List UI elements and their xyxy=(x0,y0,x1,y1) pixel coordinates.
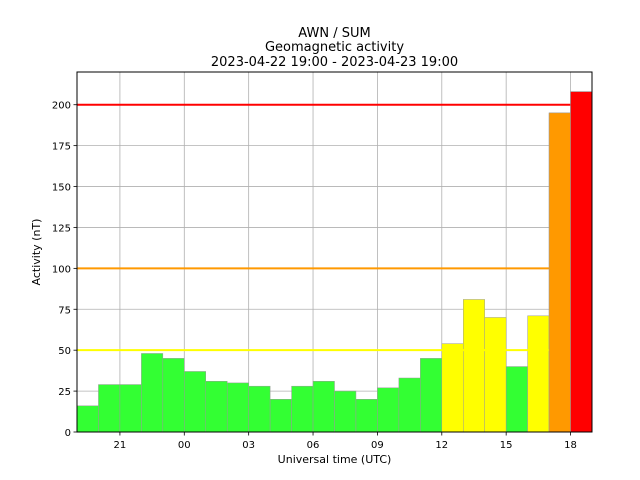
bar xyxy=(441,343,464,433)
x-tick-label: 09 xyxy=(371,440,384,451)
x-tick-label: 15 xyxy=(500,440,513,451)
bar xyxy=(505,366,528,433)
x-tick-label: 03 xyxy=(242,440,255,451)
bar xyxy=(119,384,142,433)
y-tick-label: 25 xyxy=(58,387,71,398)
bars-overlay xyxy=(548,91,593,433)
y-tick-label: 200 xyxy=(52,101,71,112)
x-tick-label: 21 xyxy=(114,440,127,451)
bar xyxy=(162,358,185,433)
y-tick-label: 75 xyxy=(58,305,71,316)
y-tick-label: 50 xyxy=(58,346,71,357)
bar xyxy=(269,399,292,433)
x-axis: 21 00 03 06 09 12 15 18 xyxy=(114,432,577,451)
bar xyxy=(248,385,271,433)
y-tick-label: 100 xyxy=(52,264,71,275)
x-axis-label: Universal time (UTC) xyxy=(278,453,392,466)
chart-title: AWN / SUM Geomagnetic activity 2023-04-2… xyxy=(211,26,458,70)
y-tick-label: 125 xyxy=(52,223,71,234)
y-tick-label: 150 xyxy=(52,183,71,194)
bars xyxy=(76,91,593,433)
bar xyxy=(312,381,335,433)
x-tick-label: 12 xyxy=(435,440,448,451)
x-tick-label: 00 xyxy=(178,440,191,451)
chart-title-line-3: 2023-04-22 19:00 - 2023-04-23 19:00 xyxy=(211,55,458,70)
bar xyxy=(291,385,314,433)
y-axis-label: Activity (nT) xyxy=(30,219,43,286)
bar xyxy=(226,382,249,433)
x-tick-label: 06 xyxy=(307,440,320,451)
y-tick-label: 0 xyxy=(65,428,71,439)
bar xyxy=(205,381,228,433)
bar-overlay xyxy=(570,91,593,433)
bar xyxy=(484,317,507,433)
bar xyxy=(98,384,121,433)
bar xyxy=(76,405,99,433)
y-tick-label: 175 xyxy=(52,142,71,153)
x-tick-label: 18 xyxy=(564,440,577,451)
chart-title-line-1: AWN / SUM xyxy=(298,26,370,41)
plot-frame xyxy=(76,71,593,433)
bar xyxy=(463,299,485,433)
bar xyxy=(184,371,207,433)
bar-overlay xyxy=(548,112,571,433)
bar xyxy=(141,353,164,433)
bar xyxy=(334,390,357,433)
bar xyxy=(355,399,378,433)
bar xyxy=(527,315,550,433)
bar xyxy=(420,358,443,433)
bar xyxy=(377,387,400,433)
bar xyxy=(398,377,421,433)
threshold-lines xyxy=(77,103,592,352)
chart-title-line-2: Geomagnetic activity xyxy=(265,40,404,55)
y-axis: 0 25 50 75 100 125 150 175 200 xyxy=(52,101,77,439)
